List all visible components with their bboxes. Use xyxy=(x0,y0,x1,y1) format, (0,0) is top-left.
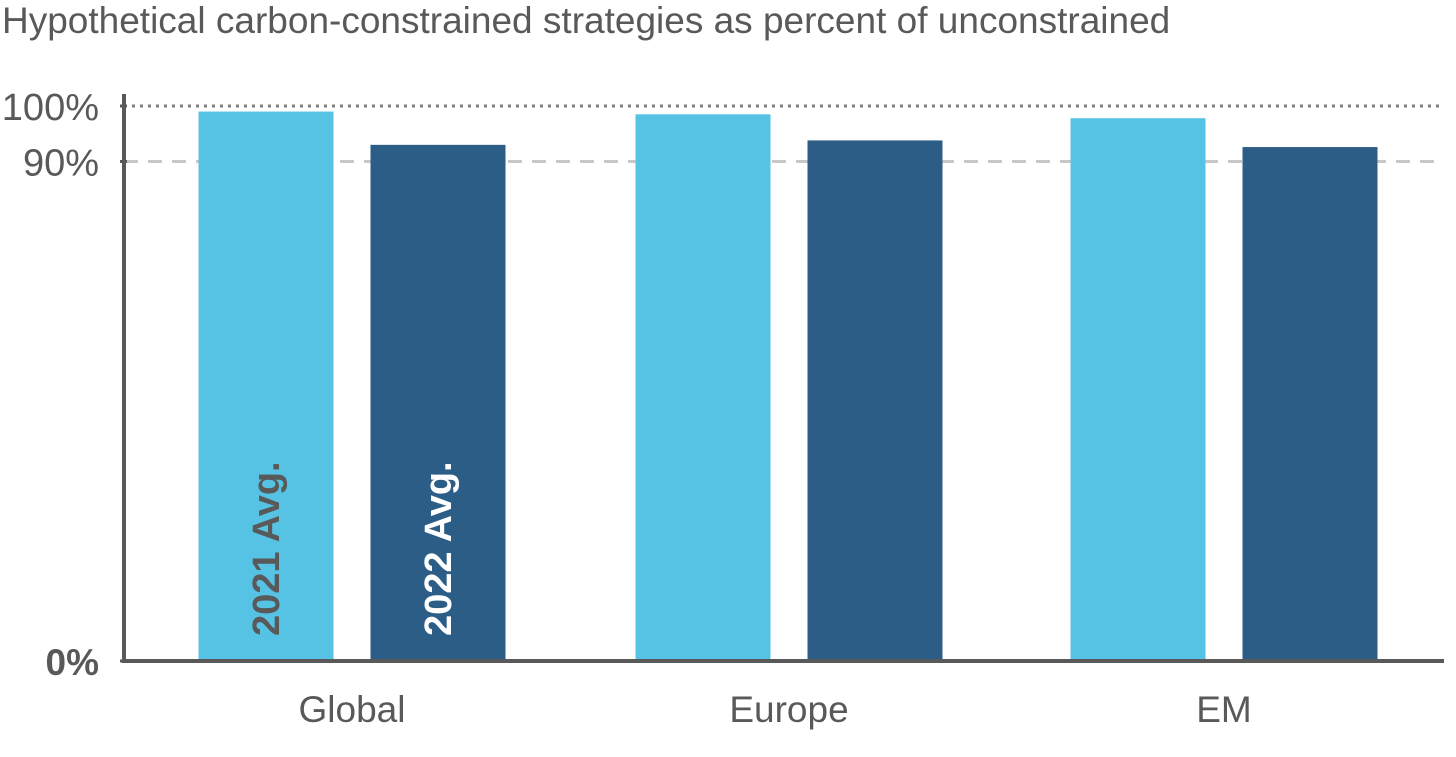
series-label-1: 2021 Avg. xyxy=(246,461,288,636)
y-tick-label: 90% xyxy=(23,143,99,185)
category-labels: Global Europe EM xyxy=(299,689,1252,730)
tick-labels: 0% 90% 100% xyxy=(2,87,99,683)
category-label-global: Global xyxy=(299,689,406,730)
category-label-em: EM xyxy=(1196,689,1252,730)
chart-title: Hypothetical carbon-constrained strategi… xyxy=(2,0,1171,41)
category-label-europe: Europe xyxy=(729,689,848,730)
reference-lines xyxy=(124,104,1444,163)
y-tick-label: 100% xyxy=(2,87,99,129)
y-tick-label: 0% xyxy=(46,642,99,683)
series-label-2: 2022 Avg. xyxy=(418,461,460,636)
bar-europe-series-2 xyxy=(807,140,943,661)
bar-global-series-2 xyxy=(370,144,506,662)
axes xyxy=(120,94,1444,663)
bar-europe-series-1 xyxy=(635,114,771,661)
bar-global-series-1 xyxy=(198,111,334,662)
bars xyxy=(198,111,1378,662)
bar-em-series-1 xyxy=(1070,118,1206,661)
bar-em-series-2 xyxy=(1242,147,1378,661)
series-labels: 2021 Avg. 2022 Avg. xyxy=(246,461,460,636)
